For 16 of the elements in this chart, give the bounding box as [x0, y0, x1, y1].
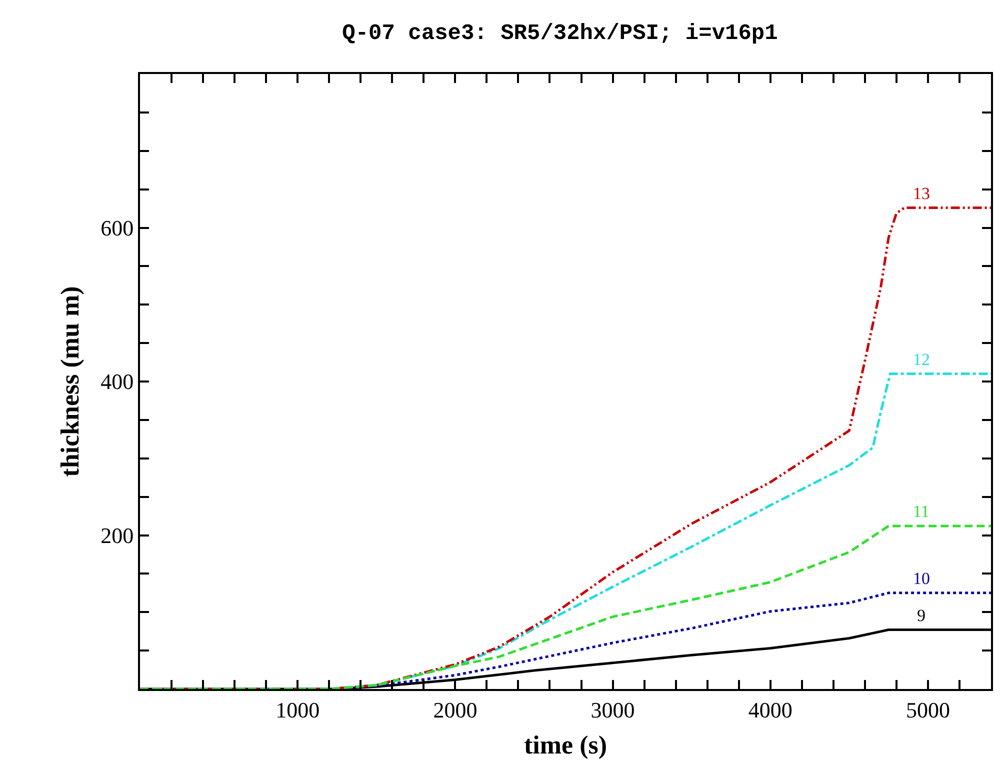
y-tick-label: 200: [100, 522, 134, 548]
series-label: 10: [913, 569, 930, 588]
y-tick-label: 400: [100, 369, 134, 394]
y-tick-label: 600: [100, 215, 134, 240]
x-tick-label: 4000: [748, 697, 792, 722]
x-axis-title: time (s): [524, 730, 608, 760]
chart-title: Q-07 case3: SR5/32hx/PSI; i=v16p1: [342, 21, 778, 46]
x-tick-label: 2000: [433, 697, 478, 722]
x-tick-label: 3000: [590, 697, 635, 722]
x-tick-label: 5000: [906, 697, 950, 722]
y-axis-title: thickness (mu m): [56, 286, 84, 477]
series-label: 11: [913, 502, 930, 521]
x-tick-label: 1000: [276, 697, 320, 722]
series-label: 12: [913, 350, 930, 369]
series-label: 13: [913, 184, 930, 203]
series-label: 9: [917, 606, 926, 625]
